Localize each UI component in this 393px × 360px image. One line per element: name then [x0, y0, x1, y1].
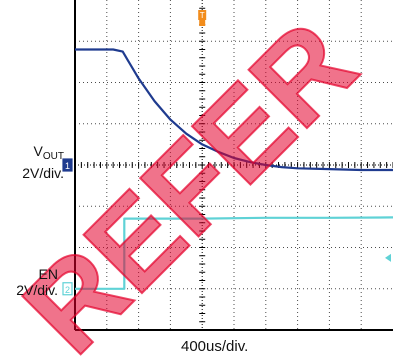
vout-scale: 2V/div.: [22, 165, 64, 181]
vout-ground-marker: [62, 158, 73, 172]
trigger-marker-label: T: [200, 11, 205, 20]
en-scale: 2V/div.: [16, 282, 58, 298]
trigger-marker: [198, 10, 207, 20]
markers: 1 2 T: [62, 10, 391, 296]
trigger-level-arrow: [385, 253, 391, 262]
en-name: EN: [38, 266, 58, 282]
grid: [74, 0, 393, 331]
trace-en: [75, 216, 393, 290]
traces: [75, 48, 393, 290]
en-ground-marker: [62, 282, 73, 296]
en-label: EN 2V/div.: [6, 266, 58, 298]
vout-label: VOUT 2V/div.: [6, 143, 64, 181]
trace-vout: [75, 48, 393, 172]
time-scale-label: 400us/div.: [181, 338, 249, 355]
en-marker-number: 2: [65, 285, 70, 295]
vout-marker-number: 1: [65, 161, 70, 171]
trigger-marker-base: [199, 20, 206, 26]
